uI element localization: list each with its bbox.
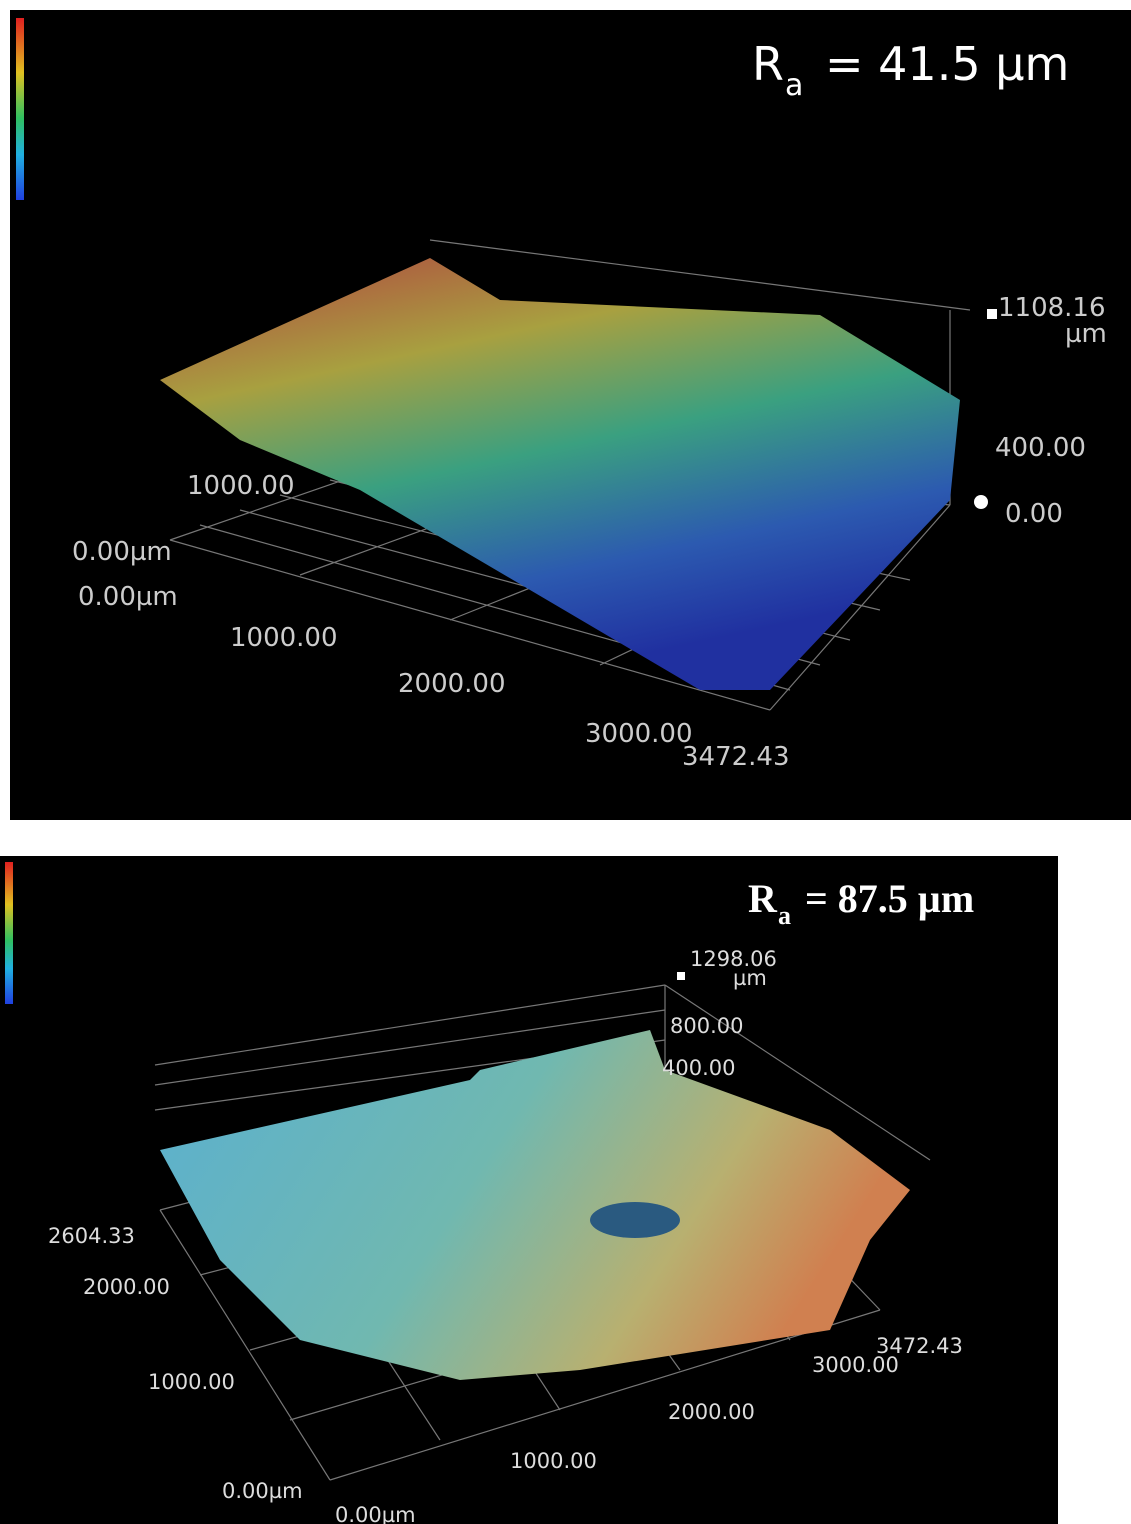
y-tick: 1000.00 xyxy=(187,471,295,501)
ra-value: = 41.5 µm xyxy=(825,37,1069,91)
z-marker xyxy=(677,972,685,980)
y-tick: 1000.00 xyxy=(148,1370,235,1394)
color-bar xyxy=(5,862,13,1004)
z-tick: 800.00 xyxy=(670,1014,743,1038)
y-tick: 0.00µm xyxy=(222,1479,303,1503)
z-tick: 400.00 xyxy=(662,1056,735,1080)
page: R a = 41.5 µm 1108.16 µm 400.00 0.00 0.0… xyxy=(0,0,1131,1524)
z-unit: µm xyxy=(1065,319,1107,349)
x-tick: 3472.43 xyxy=(876,1334,963,1358)
x-tick: 2000.00 xyxy=(398,669,506,699)
x-tick: 0.00µm xyxy=(335,1503,416,1524)
x-tick: 3000.00 xyxy=(585,719,693,749)
figure: R a = 41.5 µm 1108.16 µm 400.00 0.00 0.0… xyxy=(0,0,1131,1524)
x-tick: 0.00µm xyxy=(78,582,178,612)
surface-pit xyxy=(590,1202,680,1238)
x-tick: 3472.43 xyxy=(682,742,790,772)
x-tick: 2000.00 xyxy=(668,1400,755,1424)
z-marker xyxy=(987,309,997,319)
ra-value: = 87.5 µm xyxy=(805,876,974,921)
y-tick: 2604.33 xyxy=(48,1224,135,1248)
ra-symbol: R xyxy=(752,37,784,91)
z-unit: µm xyxy=(733,966,767,990)
ra-symbol: R xyxy=(748,876,778,921)
x-tick: 1000.00 xyxy=(230,623,338,653)
ra-subscript: a xyxy=(785,68,803,103)
z-tick: 400.00 xyxy=(995,433,1086,463)
ra-subscript: a xyxy=(778,901,791,930)
color-bar xyxy=(16,18,24,200)
z-tick: 0.00 xyxy=(1005,499,1063,529)
y-tick: 2000.00 xyxy=(83,1275,170,1299)
z-origin xyxy=(974,495,988,509)
y-tick: 0.00µm xyxy=(72,537,172,567)
x-tick: 1000.00 xyxy=(510,1449,597,1473)
